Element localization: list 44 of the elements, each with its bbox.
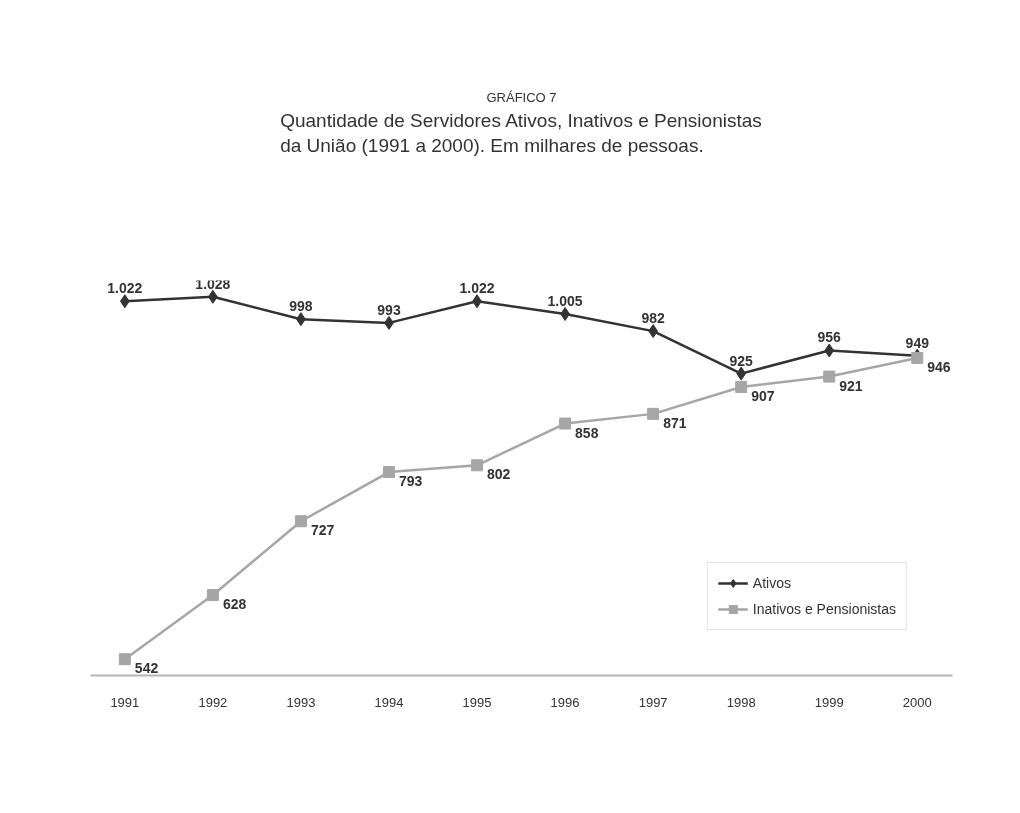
x-tick-label: 1999 (814, 694, 844, 710)
chart-subtitle: Quantidade de Servidores Ativos, Inativos e Pensionistas da União (1991 a 2000). Em milhares de pessoas. (280, 110, 762, 157)
point (294, 515, 307, 528)
data-label: 907 (751, 388, 775, 405)
point (736, 366, 747, 381)
x-tick-label: 1993 (286, 694, 316, 710)
x-tick-label: 1997 (638, 694, 668, 710)
point (735, 381, 748, 394)
data-label: 982 (641, 310, 666, 327)
x-tick-label: 1994 (374, 694, 404, 710)
x-tick-label: 1996 (550, 694, 580, 710)
x-tick-label: 1992 (198, 694, 228, 710)
data-label: 1.005 (547, 292, 583, 309)
data-label: 542 (134, 660, 159, 677)
data-label: 1.022 (107, 280, 143, 297)
data-label: 727 (310, 522, 335, 539)
point (471, 459, 484, 472)
point (559, 417, 572, 430)
data-label: 949 (905, 334, 930, 351)
legend-label: Ativos (752, 575, 791, 591)
data-label: 1.022 (459, 280, 495, 297)
point (824, 343, 835, 358)
point (382, 466, 395, 479)
data-label: 858 (575, 424, 599, 441)
data-label: 993 (377, 301, 401, 318)
x-tick-label: 1998 (726, 694, 756, 710)
point (118, 653, 131, 666)
data-label: 946 (927, 358, 951, 375)
legend-label: Inativos e Pensionistas (752, 601, 896, 617)
x-tick-label: 1995 (462, 694, 492, 710)
point (206, 589, 219, 602)
x-tick-label: 1991 (110, 694, 140, 710)
data-label: 921 (839, 377, 863, 394)
data-label: 925 (729, 352, 754, 369)
data-label: 871 (663, 414, 687, 431)
point (823, 370, 836, 383)
data-label: 793 (398, 473, 423, 490)
data-label: 802 (487, 466, 511, 483)
data-label: 628 (222, 596, 247, 613)
chart-title: GRÁFICO 7 (486, 89, 557, 105)
point (647, 407, 660, 420)
data-label: 998 (289, 298, 313, 315)
data-label: 956 (817, 329, 842, 346)
x-tick-label: 2000 (902, 694, 932, 710)
